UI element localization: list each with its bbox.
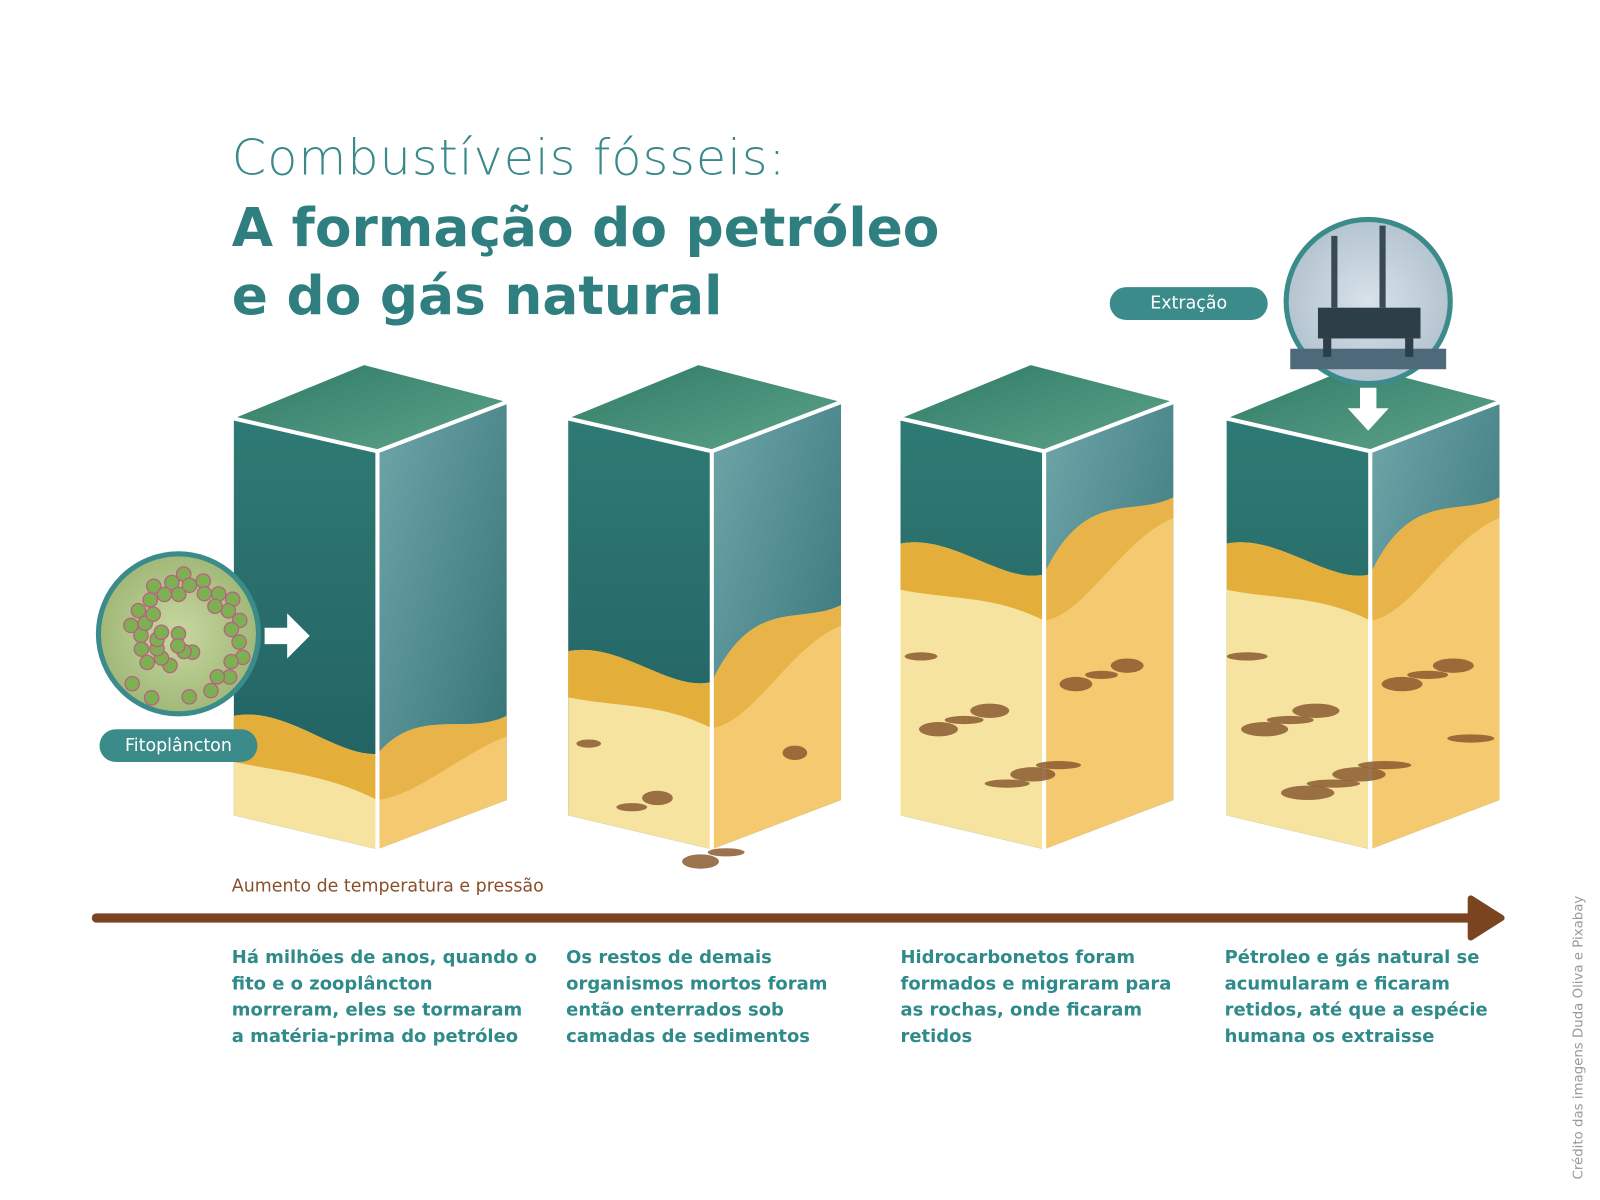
oil-deposit bbox=[918, 722, 958, 737]
oil-deposit bbox=[1085, 670, 1118, 679]
oil-deposit bbox=[682, 854, 719, 869]
oil-deposit bbox=[576, 739, 602, 748]
image-credit: Crédito das imagens Duda Oliva e Pixabay bbox=[1571, 895, 1587, 1180]
extraction-label: Extração bbox=[1109, 287, 1268, 320]
oil-deposit bbox=[944, 715, 984, 725]
sediment-block-2 bbox=[567, 365, 842, 869]
caption-stage-1: Há milhões de anos, quando o fito e o zo… bbox=[231, 947, 537, 1047]
oil-deposit bbox=[1241, 722, 1289, 737]
caption-stage-4: Pétroleo e gás natural se acumularam e f… bbox=[1224, 947, 1488, 1047]
oil-deposit bbox=[1447, 734, 1495, 743]
caption-stage-2: Os restos de demais organismos mortos fo… bbox=[566, 947, 828, 1047]
oil-platform-photo bbox=[1283, 216, 1453, 387]
title-line-1: Combustíveis fósseis: bbox=[231, 129, 787, 187]
oil-deposit bbox=[782, 745, 808, 760]
oil-deposit bbox=[1266, 715, 1314, 725]
sediment-block-3 bbox=[900, 365, 1175, 850]
phytoplankton-label: Fitoplâncton bbox=[99, 729, 258, 763]
oil-deposit bbox=[1281, 785, 1335, 800]
arrow-down-icon bbox=[1347, 387, 1389, 431]
oil-deposit bbox=[1432, 658, 1474, 673]
oil-deposit bbox=[904, 652, 938, 661]
oil-deposit bbox=[1010, 767, 1056, 782]
oil-deposit bbox=[1226, 652, 1268, 661]
sediment-block-1 bbox=[233, 365, 508, 850]
phytoplankton-photo bbox=[95, 551, 262, 717]
timeline-arrow bbox=[91, 895, 1505, 941]
oil-deposit bbox=[1306, 779, 1360, 788]
oil-deposit bbox=[1357, 761, 1412, 770]
oil-deposit bbox=[1407, 670, 1449, 679]
axis-label: Aumento de temperatura e pressão bbox=[231, 875, 544, 897]
oil-deposit bbox=[1381, 676, 1423, 692]
oil-deposit bbox=[1332, 767, 1386, 782]
oil-deposit bbox=[970, 703, 1010, 718]
sediment-block-4 bbox=[1226, 365, 1501, 850]
oil-deposit bbox=[707, 848, 745, 857]
oil-deposit bbox=[642, 790, 673, 806]
title-main: A formação do petróleo e do gás natural bbox=[232, 195, 940, 330]
title-line-3: e do gás natural bbox=[231, 265, 723, 328]
oil-deposit bbox=[1035, 761, 1082, 770]
oil-deposit bbox=[1110, 658, 1144, 673]
arrow-right-icon bbox=[264, 613, 310, 659]
title-line-2: A formação do petróleo bbox=[231, 197, 940, 260]
oil-deposit bbox=[1292, 703, 1340, 718]
oil-deposit bbox=[1059, 676, 1093, 692]
oil-deposit bbox=[616, 803, 648, 812]
oil-deposit bbox=[984, 779, 1030, 788]
caption-stage-3: Hidrocarbonetos foram formados e migrara… bbox=[900, 947, 1172, 1047]
